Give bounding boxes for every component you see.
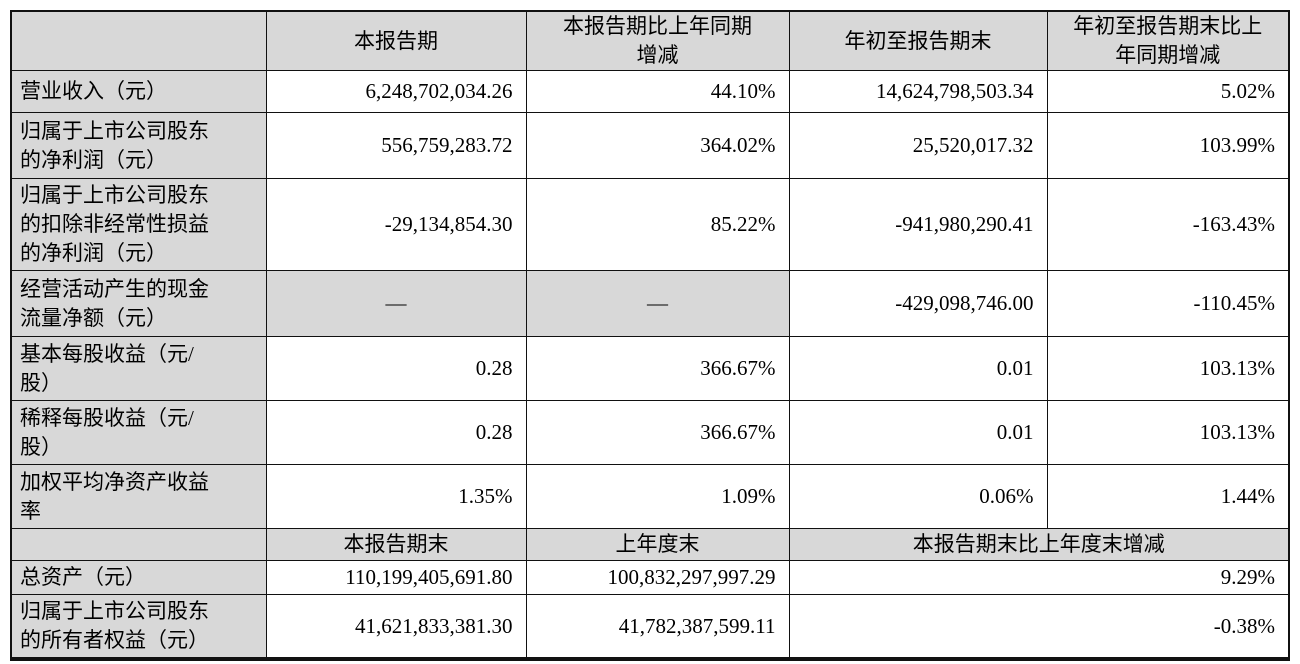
cell-yoy-change: 85.22% bbox=[525, 178, 790, 271]
cell-yoy-change: 366.67% bbox=[525, 400, 790, 465]
cell-current-period: 556,759,283.72 bbox=[265, 112, 527, 179]
row-label: 总资产（元） bbox=[10, 560, 267, 595]
cell-prev-year-end: 41,782,387,599.11 bbox=[525, 594, 790, 660]
cell-ytd-change: 1.44% bbox=[1046, 464, 1290, 529]
cell-ytd: -429,098,746.00 bbox=[788, 270, 1048, 337]
table-row-weighted-avg-roe: 加权平均净资产收益 率 1.35% 1.09% 0.06% 1.44% bbox=[10, 464, 1290, 529]
header-yoy-change: 本报告期比上年同期 增减 bbox=[525, 10, 790, 71]
header-row: 本报告期 本报告期比上年同期 增减 年初至报告期末 年初至报告期末比上 年同期增… bbox=[10, 10, 1290, 71]
cell-prev-year-end: 100,832,297,997.29 bbox=[525, 560, 790, 595]
cell-ytd: 0.06% bbox=[788, 464, 1048, 529]
section2-header-end-of-period: 本报告期末 bbox=[265, 528, 527, 561]
table-row-diluted-eps: 稀释每股收益（元/ 股） 0.28 366.67% 0.01 103.13% bbox=[10, 400, 1290, 465]
cell-ytd-change: 103.13% bbox=[1046, 400, 1290, 465]
financial-summary-table: 本报告期 本报告期比上年同期 增减 年初至报告期末 年初至报告期末比上 年同期增… bbox=[10, 10, 1290, 661]
cell-ytd: 14,624,798,503.34 bbox=[788, 70, 1048, 113]
table-row-total-assets: 总资产（元） 110,199,405,691.80 100,832,297,99… bbox=[10, 560, 1290, 595]
table-row-net-profit-excl-nonrecurring: 归属于上市公司股东 的扣除非经常性损益 的净利润（元） -29,134,854.… bbox=[10, 178, 1290, 271]
table-row-basic-eps: 基本每股收益（元/ 股） 0.28 366.67% 0.01 103.13% bbox=[10, 336, 1290, 401]
cell-ytd: 0.01 bbox=[788, 400, 1048, 465]
row-label: 营业收入（元） bbox=[10, 70, 267, 113]
cell-ytd: 0.01 bbox=[788, 336, 1048, 401]
cell-ytd-change: 103.13% bbox=[1046, 336, 1290, 401]
table-row-equity: 归属于上市公司股东 的所有者权益（元） 41,621,833,381.30 41… bbox=[10, 594, 1290, 660]
cell-yoy-change: 366.67% bbox=[525, 336, 790, 401]
cell-yoy-change: 1.09% bbox=[525, 464, 790, 529]
cell-ytd: -941,980,290.41 bbox=[788, 178, 1048, 271]
header-ytd: 年初至报告期末 bbox=[788, 10, 1048, 71]
cell-current-period-dash: — bbox=[265, 270, 527, 337]
cell-ytd-change: 103.99% bbox=[1046, 112, 1290, 179]
row-label: 归属于上市公司股东 的净利润（元） bbox=[10, 112, 267, 179]
cell-yoy-change: 364.02% bbox=[525, 112, 790, 179]
cell-ytd-change: -163.43% bbox=[1046, 178, 1290, 271]
table-row-revenue: 营业收入（元） 6,248,702,034.26 44.10% 14,624,7… bbox=[10, 70, 1290, 113]
cell-current-period: 6,248,702,034.26 bbox=[265, 70, 527, 113]
header-ytd-change: 年初至报告期末比上 年同期增减 bbox=[1046, 10, 1290, 71]
row-label: 经营活动产生的现金 流量净额（元） bbox=[10, 270, 267, 337]
cell-yoy-change: 44.10% bbox=[525, 70, 790, 113]
cell-ytd: 25,520,017.32 bbox=[788, 112, 1048, 179]
row-label: 归属于上市公司股东 的所有者权益（元） bbox=[10, 594, 267, 660]
cell-current-period: 0.28 bbox=[265, 336, 527, 401]
section2-header-corner-cell bbox=[10, 528, 267, 561]
row-label: 基本每股收益（元/ 股） bbox=[10, 336, 267, 401]
cell-yoy-change-dash: — bbox=[525, 270, 790, 337]
row-label: 加权平均净资产收益 率 bbox=[10, 464, 267, 529]
header-current-period: 本报告期 bbox=[265, 10, 527, 71]
table-row-net-profit: 归属于上市公司股东 的净利润（元） 556,759,283.72 364.02%… bbox=[10, 112, 1290, 179]
cell-change: 9.29% bbox=[788, 560, 1290, 595]
header-corner-cell bbox=[10, 10, 267, 71]
row-label: 稀释每股收益（元/ 股） bbox=[10, 400, 267, 465]
cell-current-period: 1.35% bbox=[265, 464, 527, 529]
cell-end-of-period: 110,199,405,691.80 bbox=[265, 560, 527, 595]
table-row-operating-cash-flow: 经营活动产生的现金 流量净额（元） — — -429,098,746.00 -1… bbox=[10, 270, 1290, 337]
section2-header-change: 本报告期末比上年度末增减 bbox=[788, 528, 1290, 561]
section2-header-prev-year-end: 上年度末 bbox=[525, 528, 790, 561]
row-label: 归属于上市公司股东 的扣除非经常性损益 的净利润（元） bbox=[10, 178, 267, 271]
section2-header-row: 本报告期末 上年度末 本报告期末比上年度末增减 bbox=[10, 528, 1290, 561]
cell-ytd-change: 5.02% bbox=[1046, 70, 1290, 113]
cell-change: -0.38% bbox=[788, 594, 1290, 660]
cell-current-period: -29,134,854.30 bbox=[265, 178, 527, 271]
cell-end-of-period: 41,621,833,381.30 bbox=[265, 594, 527, 660]
cell-ytd-change: -110.45% bbox=[1046, 270, 1290, 337]
cell-current-period: 0.28 bbox=[265, 400, 527, 465]
